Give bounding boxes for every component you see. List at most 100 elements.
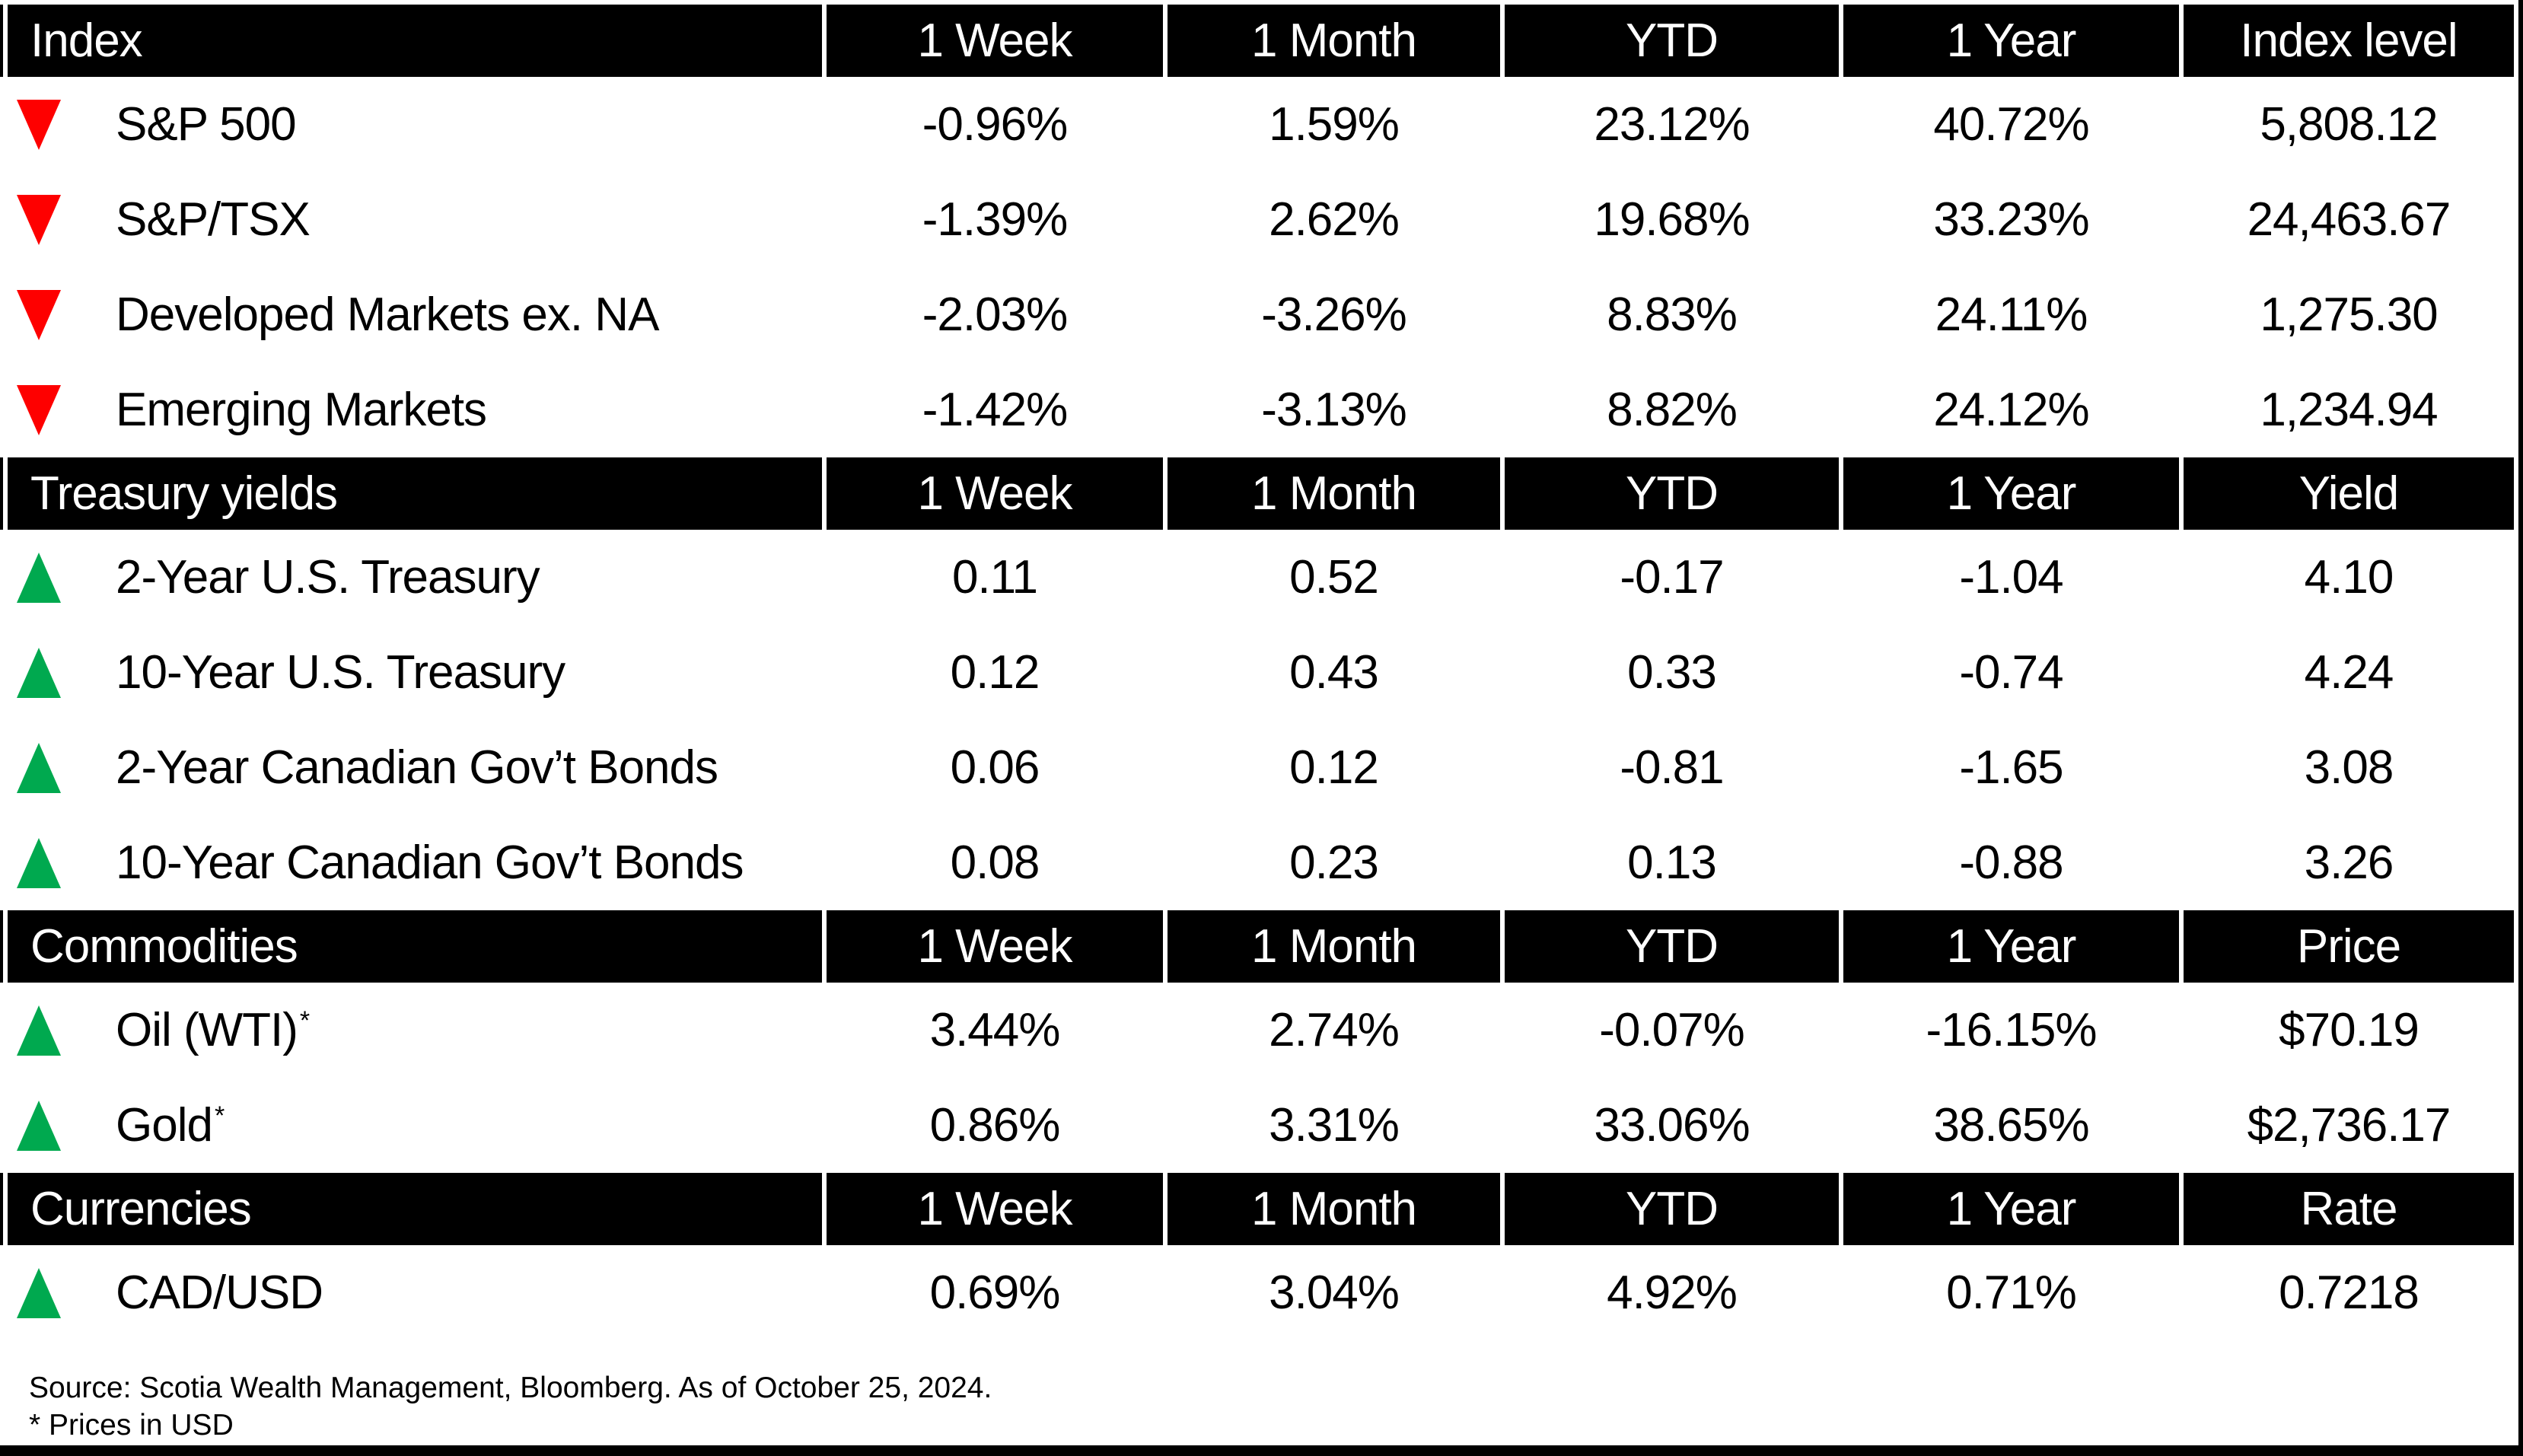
value-cell: -0.74 — [1959, 646, 2063, 699]
table-row: CAD/USD 0.69% 3.04% 4.92% 0.71% 0.7218 — [0, 1245, 2518, 1340]
row-label-cell: Oil (WTI)* — [8, 983, 822, 1078]
value-cell: 19.68% — [1594, 193, 1750, 246]
treasury-header-row: Treasury yields 1 Week 1 Month YTD 1 Yea… — [0, 457, 2518, 530]
down-arrow-icon — [17, 99, 61, 150]
value-cell: 0.12 — [950, 646, 1040, 699]
value-cell: -2.03% — [922, 288, 1068, 341]
value-cell: 3.08 — [2304, 741, 2394, 794]
value-cell: 0.06 — [950, 741, 1040, 794]
section-title-currencies: Currencies — [8, 1173, 822, 1245]
value-cell: 8.83% — [1607, 288, 1738, 341]
table-row: 2-Year Canadian Gov’t Bonds 0.06 0.12 -0… — [0, 720, 2518, 815]
column-header-1-month: 1 Month — [1168, 1173, 1500, 1245]
table-row: S&P 500 -0.96% 1.59% 23.12% 40.72% 5,808… — [0, 77, 2518, 172]
value-cell: 1,275.30 — [2260, 288, 2438, 341]
source-note: Source: Scotia Wealth Management, Bloomb… — [29, 1372, 992, 1404]
column-header-ytd: YTD — [1505, 457, 1839, 530]
value-cell: -16.15% — [1926, 1004, 2098, 1056]
table-row: Gold* 0.86% 3.31% 33.06% 38.65% $2,736.1… — [0, 1078, 2518, 1173]
column-header-1-week: 1 Week — [827, 910, 1163, 983]
value-cell: 23.12% — [1594, 98, 1750, 151]
value-cell: 0.23 — [1289, 836, 1379, 889]
value-cell: -1.39% — [922, 193, 1068, 246]
section-title-index: Index — [8, 5, 822, 77]
value-cell: 1.59% — [1269, 98, 1400, 151]
column-header-1-month: 1 Month — [1168, 5, 1500, 77]
value-cell: 5,808.12 — [2260, 98, 2438, 151]
up-arrow-icon — [17, 837, 61, 888]
row-label: S&P/TSX — [116, 193, 311, 246]
row-label: 2-Year U.S. Treasury — [116, 551, 540, 604]
row-label-cell: CAD/USD — [8, 1245, 822, 1340]
up-arrow-icon — [17, 552, 61, 603]
value-cell: 40.72% — [1933, 98, 2089, 151]
value-cell: $2,736.17 — [2247, 1099, 2451, 1152]
currencies-header-row: Currencies 1 Week 1 Month YTD 1 Year Rat… — [0, 1173, 2518, 1245]
column-header-ytd: YTD — [1505, 5, 1839, 77]
row-label-text: Oil (WTI) — [116, 1004, 298, 1056]
section-index: Index 1 Week 1 Month YTD 1 Year Index le… — [0, 5, 2518, 457]
value-cell: 0.43 — [1289, 646, 1379, 699]
table-row: S&P/TSX -1.39% 2.62% 19.68% 33.23% 24,46… — [0, 172, 2518, 267]
header-left-sliver — [0, 910, 3, 983]
row-label: CAD/USD — [116, 1266, 323, 1319]
row-label-cell: 10-Year Canadian Gov’t Bonds — [8, 815, 822, 910]
value-cell: 0.69% — [929, 1266, 1061, 1319]
column-header-1-year: 1 Year — [1843, 5, 2179, 77]
value-cell: $70.19 — [2279, 1004, 2419, 1056]
section-commodities: Commodities 1 Week 1 Month YTD 1 Year Pr… — [0, 910, 2518, 1173]
row-label: S&P 500 — [116, 98, 297, 151]
value-cell: -3.13% — [1261, 384, 1406, 436]
table-row: Developed Markets ex. NA -2.03% -3.26% 8… — [0, 267, 2518, 362]
row-label: Gold* — [116, 1098, 225, 1152]
value-cell: 4.92% — [1607, 1266, 1738, 1319]
value-cell: 38.65% — [1933, 1099, 2089, 1152]
table-row: 10-Year U.S. Treasury 0.12 0.43 0.33 -0.… — [0, 625, 2518, 720]
column-header-price: Price — [2184, 910, 2514, 983]
row-label-cell: S&P/TSX — [8, 172, 822, 267]
value-cell: 24,463.67 — [2247, 193, 2451, 246]
row-label-text: Gold — [116, 1099, 213, 1152]
value-cell: 1,234.94 — [2260, 384, 2438, 436]
row-label-cell: Gold* — [8, 1078, 822, 1173]
column-header-ytd: YTD — [1505, 910, 1839, 983]
row-label-cell: S&P 500 — [8, 77, 822, 172]
value-cell: 3.04% — [1269, 1266, 1400, 1319]
value-cell: 0.12 — [1289, 741, 1379, 794]
row-label-cell: 2-Year U.S. Treasury — [8, 530, 822, 625]
row-label-cell: 10-Year U.S. Treasury — [8, 625, 822, 720]
table-row: Oil (WTI)* 3.44% 2.74% -0.07% -16.15% $7… — [0, 983, 2518, 1078]
down-arrow-icon — [17, 194, 61, 245]
up-arrow-icon — [17, 1005, 61, 1056]
section-title-treasury-yields: Treasury yields — [8, 457, 822, 530]
value-cell: -1.42% — [922, 384, 1068, 436]
row-label: 10-Year Canadian Gov’t Bonds — [116, 836, 744, 889]
value-cell: 8.82% — [1607, 384, 1738, 436]
value-cell: -0.96% — [922, 98, 1068, 151]
column-header-1-week: 1 Week — [827, 5, 1163, 77]
value-cell: 0.52 — [1289, 551, 1379, 604]
column-header-1-month: 1 Month — [1168, 910, 1500, 983]
row-label-cell: 2-Year Canadian Gov’t Bonds — [8, 720, 822, 815]
column-header-1-week: 1 Week — [827, 457, 1163, 530]
column-header-1-month: 1 Month — [1168, 457, 1500, 530]
column-header-ytd: YTD — [1505, 1173, 1839, 1245]
value-cell: 4.10 — [2304, 551, 2394, 604]
value-cell: -0.88 — [1959, 836, 2063, 889]
index-header-row: Index 1 Week 1 Month YTD 1 Year Index le… — [0, 5, 2518, 77]
value-cell: 0.11 — [951, 551, 1038, 604]
value-cell: 0.7218 — [2279, 1266, 2419, 1319]
value-cell: 4.24 — [2304, 646, 2394, 699]
commodities-header-row: Commodities 1 Week 1 Month YTD 1 Year Pr… — [0, 910, 2518, 983]
bottom-bar — [0, 1445, 2518, 1456]
up-arrow-icon — [17, 647, 61, 698]
value-cell: -1.04 — [1959, 551, 2063, 604]
row-label: Developed Markets ex. NA — [116, 288, 659, 341]
column-header-rate: Rate — [2184, 1173, 2514, 1245]
column-header-1-year: 1 Year — [1843, 1173, 2179, 1245]
row-label: 10-Year U.S. Treasury — [116, 646, 565, 699]
row-label: Oil (WTI)* — [116, 1003, 310, 1057]
table-row: Emerging Markets -1.42% -3.13% 8.82% 24.… — [0, 362, 2518, 457]
value-cell: 24.11% — [1935, 288, 2088, 341]
